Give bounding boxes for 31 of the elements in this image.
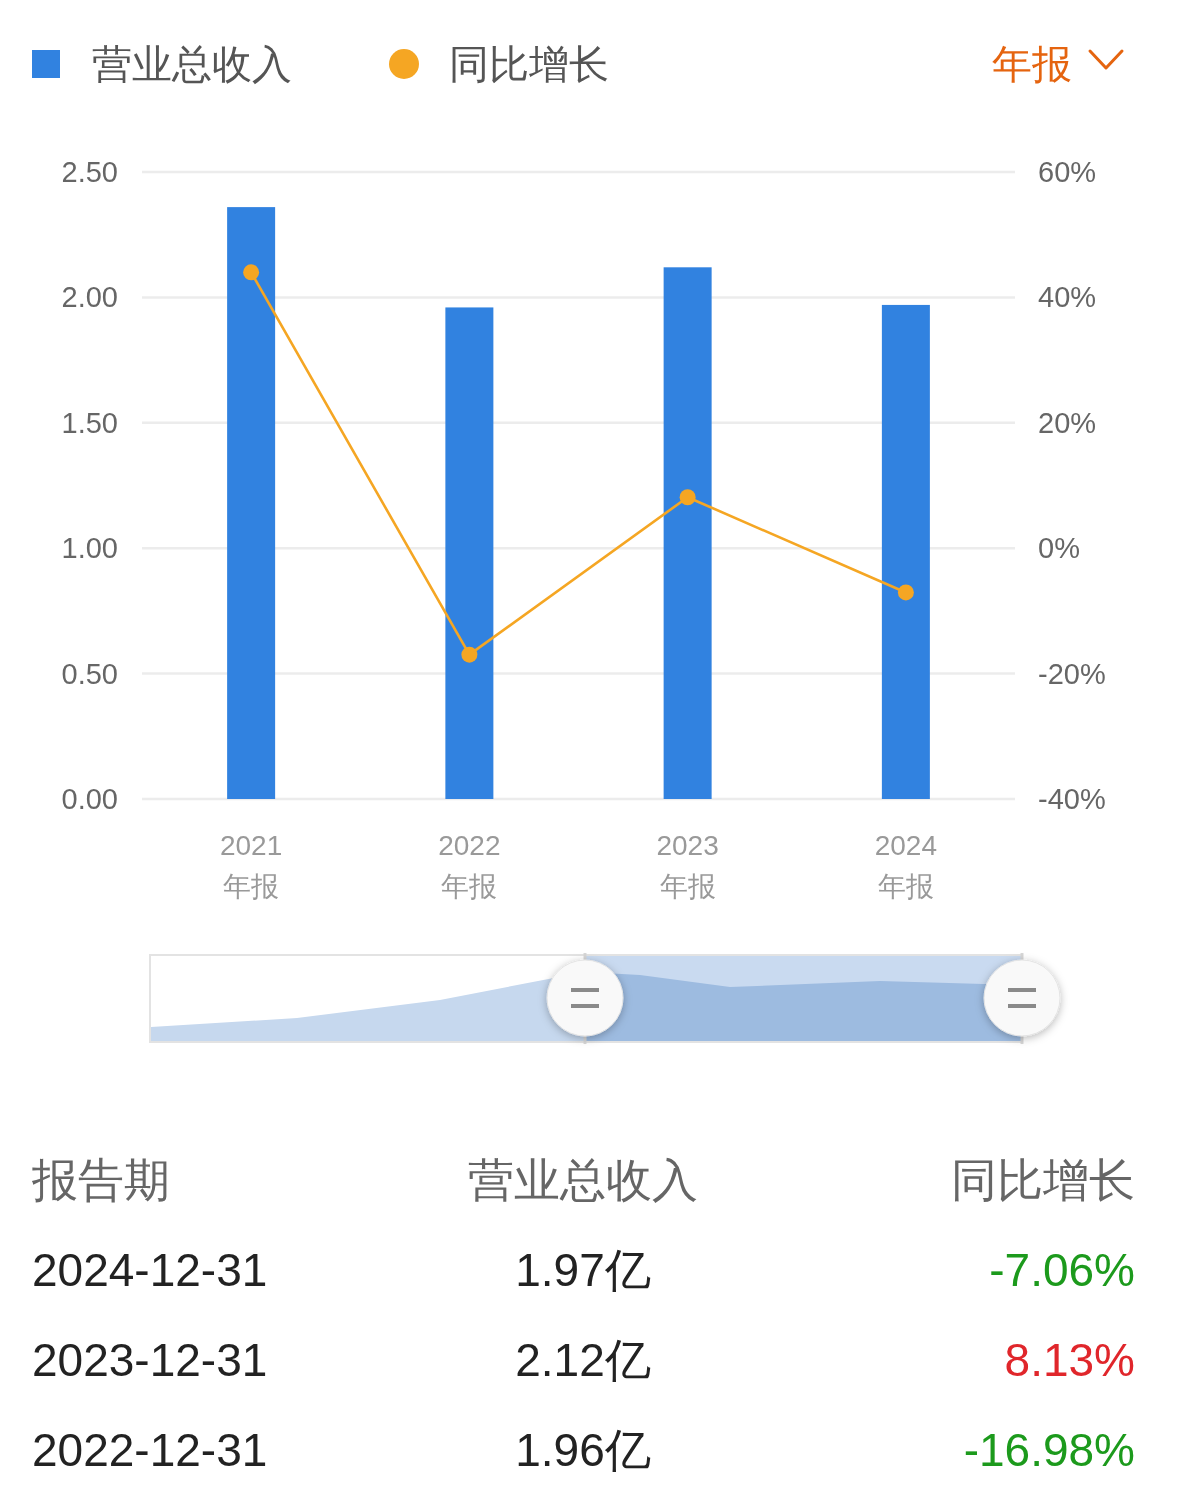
table-cell: 2.12亿	[515, 1334, 651, 1386]
y-tick-label: 2.00	[61, 281, 118, 314]
table-header: 营业总收入	[468, 1154, 698, 1206]
y2-tick-label: 40%	[1038, 281, 1097, 314]
y-tick-label: 0.50	[61, 657, 118, 690]
x-tick-label: 2021 年报	[220, 829, 283, 902]
table-date: 2022-12-31	[32, 1424, 268, 1476]
selector-label: 年报	[992, 42, 1072, 86]
legend-label: 同比增长	[449, 42, 609, 86]
table-date: 2024-12-31	[32, 1244, 268, 1296]
table-date: 2023-12-31	[32, 1334, 268, 1386]
y-tick-label: 1.50	[61, 406, 118, 439]
table-cell: 8.13%	[1004, 1334, 1135, 1386]
x-tick-label: 2024 年报	[874, 829, 937, 902]
y-tick-label: 0.00	[61, 783, 118, 815]
y2-tick-label: -40%	[1038, 783, 1106, 815]
table-cell: 1.97亿	[515, 1244, 651, 1296]
table-cell: -7.06%	[989, 1244, 1135, 1296]
table-header: 报告期	[32, 1154, 170, 1206]
y2-tick-label: 0%	[1038, 532, 1080, 565]
table-header: 同比增长	[951, 1154, 1135, 1206]
y-tick-label: 2.50	[61, 156, 118, 188]
y2-tick-label: 60%	[1038, 156, 1097, 188]
y2-tick-label: 20%	[1038, 406, 1097, 439]
x-tick-label: 2022 年报	[438, 829, 501, 902]
x-tick-label: 2023 年报	[656, 829, 719, 902]
table-cell: -16.98%	[963, 1424, 1135, 1476]
y-tick-label: 1.00	[61, 532, 118, 565]
legend-label: 营业总收入	[92, 42, 292, 86]
y2-tick-label: -20%	[1038, 657, 1106, 690]
table-cell: 1.96亿	[515, 1424, 651, 1476]
